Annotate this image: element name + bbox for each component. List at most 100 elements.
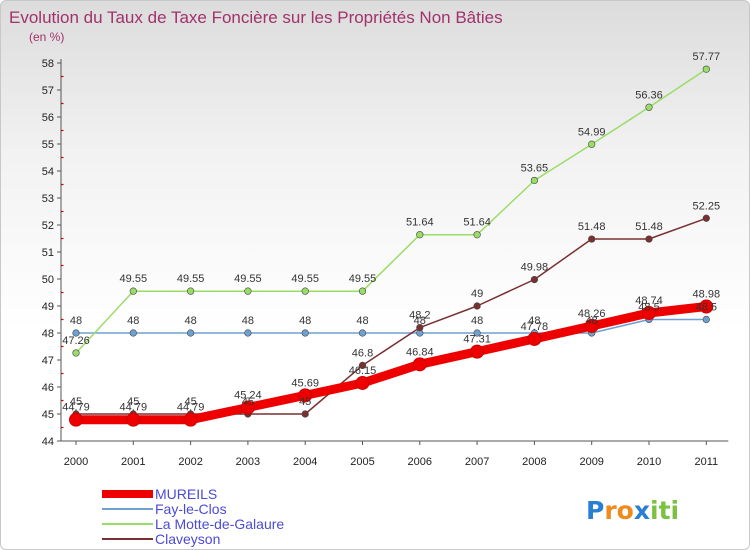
- data-point: [699, 299, 714, 314]
- data-point: [358, 287, 367, 295]
- data-label: 51.48: [635, 221, 663, 233]
- logo-letter: x: [634, 496, 650, 525]
- data-label: 44.79: [62, 402, 90, 414]
- x-tick-label: 2002: [178, 456, 202, 468]
- data-label: 48: [528, 315, 540, 327]
- y-tick-label: 58: [42, 58, 54, 70]
- logo-letter: i: [650, 496, 659, 525]
- data-point: [355, 375, 370, 390]
- data-label: 48: [242, 315, 254, 327]
- chart-title: Evolution du Taux de Taxe Foncière sur l…: [9, 8, 503, 27]
- x-tick-label: 2003: [236, 456, 260, 468]
- data-point: [527, 331, 542, 346]
- y-tick-label: 51: [42, 247, 54, 259]
- data-label: 46.8: [352, 347, 373, 359]
- data-label: 47.78: [521, 321, 549, 333]
- data-label: 45: [184, 396, 196, 408]
- data-label: 45: [242, 396, 254, 408]
- logo-wordmark: Proxiti: [586, 496, 679, 525]
- y-tick-label: 57: [42, 85, 54, 97]
- series-line-3: [75, 217, 708, 415]
- data-label: 52.25: [693, 200, 721, 212]
- data-label: 47.26: [62, 335, 90, 347]
- data-point: [240, 400, 255, 415]
- data-label: 48.98: [693, 289, 721, 301]
- data-label: 51.64: [463, 217, 491, 229]
- data-point: [412, 357, 427, 372]
- data-label: 48.74: [635, 295, 663, 307]
- data-label: 51.48: [578, 221, 606, 233]
- x-tick-label: 2001: [121, 456, 145, 468]
- x-tick-label: 2008: [522, 456, 546, 468]
- data-point: [72, 349, 80, 357]
- data-point: [126, 412, 141, 427]
- data-point: [530, 176, 539, 185]
- data-point: [72, 329, 80, 337]
- data-label: 44.79: [177, 402, 205, 414]
- data-point: [584, 318, 599, 333]
- data-point: [298, 388, 313, 403]
- y-tick-label: 47: [42, 355, 54, 367]
- x-tick-label: 2010: [637, 456, 661, 468]
- x-tick-label: 2007: [465, 456, 489, 468]
- legend-label: MUREILS: [155, 486, 217, 502]
- data-point: [358, 361, 367, 370]
- data-point: [588, 140, 596, 148]
- data-label: 49.55: [291, 273, 319, 285]
- y-tick-label: 50: [42, 274, 54, 286]
- logo-letter: P: [586, 496, 604, 525]
- legend-label: La Motte-de-Galaure: [155, 516, 284, 532]
- data-label: 47.31: [463, 334, 491, 346]
- data-label: 45.69: [291, 377, 319, 389]
- logo-letter: t: [659, 496, 671, 525]
- data-label: 54.99: [578, 126, 606, 138]
- x-tick-label: 2004: [293, 456, 317, 468]
- data-label: 48: [471, 315, 483, 327]
- y-tick-label: 44: [42, 436, 54, 448]
- y-tick-label: 49: [42, 301, 54, 313]
- y-tick-label: 53: [42, 193, 54, 205]
- data-point: [129, 329, 137, 337]
- data-label: 46.84: [406, 346, 434, 358]
- data-point: [645, 103, 653, 111]
- legend-label: Fay-le-Clos: [155, 501, 227, 517]
- data-label: 48.5: [638, 302, 659, 314]
- data-label: 48: [127, 315, 139, 327]
- data-point: [301, 287, 309, 295]
- data-point: [702, 214, 710, 222]
- data-label: 48.5: [696, 302, 717, 314]
- y-tick-label: 56: [42, 112, 54, 124]
- data-label: 48: [586, 315, 598, 327]
- series-line-2: [75, 68, 708, 354]
- data-label: 49: [471, 288, 483, 300]
- data-point: [358, 329, 367, 337]
- data-point: [187, 329, 195, 337]
- x-tick-label: 2000: [64, 456, 88, 468]
- y-tick-label: 55: [42, 139, 54, 151]
- data-point: [530, 275, 539, 284]
- data-label: 48: [356, 315, 368, 327]
- y-tick-label: 45: [42, 409, 54, 421]
- data-point: [588, 235, 596, 243]
- logo-letter: r: [604, 496, 617, 525]
- data-label: 46.15: [349, 365, 377, 377]
- data-label: 48: [70, 315, 82, 327]
- y-tick-label: 52: [42, 220, 54, 232]
- data-label: 56.36: [635, 89, 663, 101]
- data-label: 45: [299, 396, 311, 408]
- data-point: [473, 302, 481, 310]
- x-tick-label: 2009: [579, 456, 603, 468]
- data-label: 51.64: [406, 217, 434, 229]
- data-point: [702, 65, 710, 73]
- y-tick-label: 46: [42, 382, 54, 394]
- data-point: [129, 287, 137, 295]
- x-tick-label: 2005: [350, 456, 374, 468]
- data-label: 57.77: [693, 51, 721, 63]
- series-layer: [69, 65, 714, 427]
- data-label: 49.98: [521, 262, 549, 274]
- series-line-0: [71, 302, 711, 425]
- data-point: [301, 329, 309, 337]
- data-label: 49.55: [120, 273, 148, 285]
